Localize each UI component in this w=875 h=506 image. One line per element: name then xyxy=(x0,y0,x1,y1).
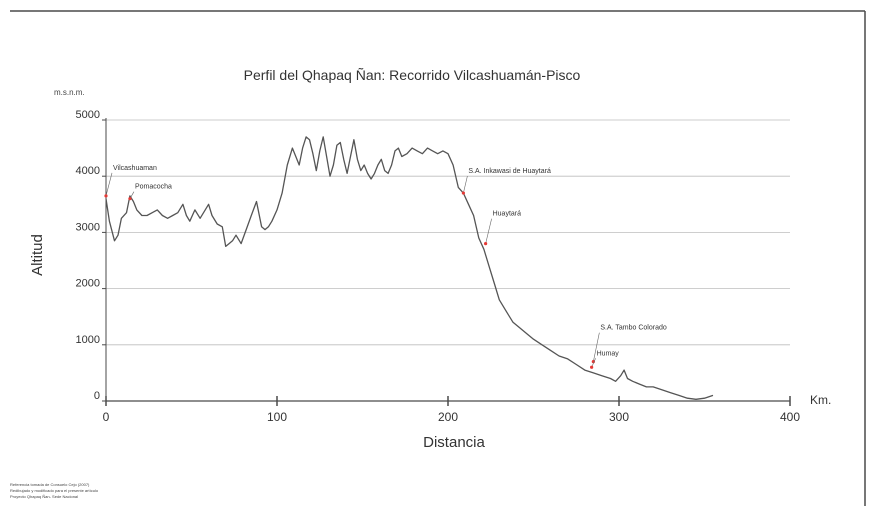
y-tick-label-2000: 2000 xyxy=(76,278,100,290)
annotation-label-2: S.A. Inkawasi de Huaytará xyxy=(468,168,551,175)
y-tick-label-4000: 4000 xyxy=(76,165,100,177)
annotation-marker-4 xyxy=(591,360,595,364)
x-axis-label: Distancia xyxy=(423,434,485,451)
annotation-label-0: Vilcashuaman xyxy=(113,165,157,172)
annotation-layer: Vilcashuaman Pomacocha S.A. Inkawasi de Hu… xyxy=(104,165,667,369)
footnote-line-2: Redibujado y modificado para el presente… xyxy=(10,488,99,493)
x-tick-label-400: 400 xyxy=(780,410,800,424)
x-tick-label-0: 0 xyxy=(103,410,110,424)
y-tick-label-1000: 1000 xyxy=(76,334,100,346)
grid-layer xyxy=(106,119,790,346)
annotation-label-1: Pomacocha xyxy=(135,184,172,191)
y-axis-label: Altitud xyxy=(29,234,46,276)
annotation-label-4: S.A. Tambo Colorado xyxy=(600,325,667,332)
series-layer xyxy=(105,136,714,400)
annotation-marker-2 xyxy=(461,191,465,195)
annotation-label-3: Huaytará xyxy=(493,211,522,218)
annotation-leader-2 xyxy=(463,175,468,194)
annotation-label-5: Humay xyxy=(597,350,620,357)
annotation-leader-4 xyxy=(593,332,600,362)
annotation-marker-5 xyxy=(590,365,594,369)
annotation-marker-0 xyxy=(104,194,108,198)
annotation-leader-0 xyxy=(105,172,113,196)
annotation-leader-3 xyxy=(485,218,492,244)
y-tick-label-0: 0 xyxy=(94,390,100,402)
x-tick-label-100: 100 xyxy=(267,410,287,424)
footnote-line-1: Referencia tomada de Consuelo Cejo (2007… xyxy=(10,482,90,487)
annotation-leader-5 xyxy=(591,358,596,368)
annotation-marker-3 xyxy=(484,242,488,246)
footnote-line-3: Proyecto Qhapaq Ñan- Sede Nacional xyxy=(10,494,79,499)
axis-layer: 0 1000 2000 3000 4000 5000 0 100 200 300 400 xyxy=(76,109,801,424)
x-tick-label-300: 300 xyxy=(609,410,629,424)
y-tick-label-5000: 5000 xyxy=(76,109,100,121)
x-tick-label-200: 200 xyxy=(438,410,458,424)
y-unit-label: m.s.n.m. xyxy=(54,88,85,97)
x-unit-label: Km. xyxy=(810,393,831,407)
y-tick-label-3000: 3000 xyxy=(76,221,100,233)
annotation-marker-1 xyxy=(128,197,132,201)
elevation-series-line xyxy=(105,136,714,400)
chart-title: Perfil del Qhapaq Ñan: Recorrido Vilcash… xyxy=(244,67,581,83)
